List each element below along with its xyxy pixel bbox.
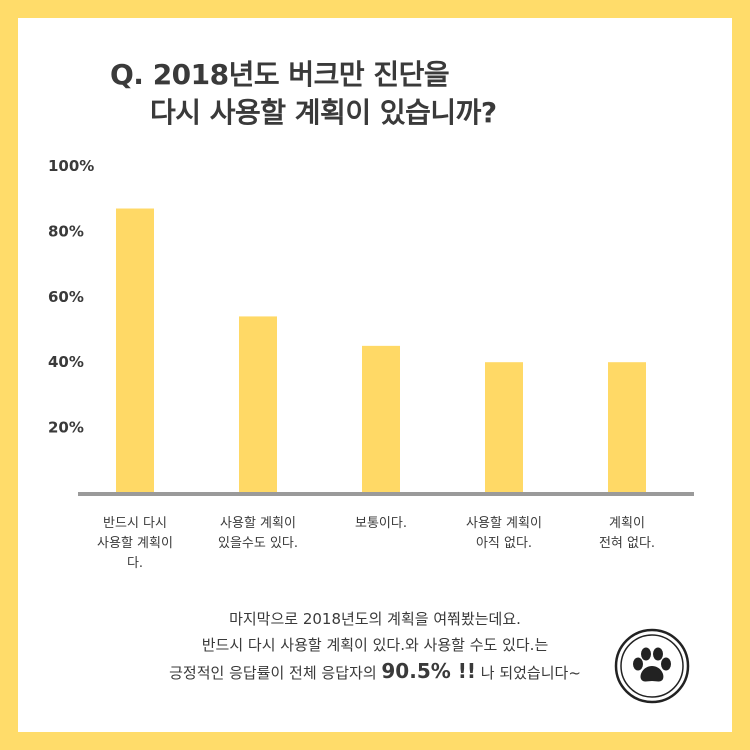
y-tick-label: 60% xyxy=(48,288,84,306)
bar xyxy=(485,362,523,493)
summary-line-3-post: 나 되었습니다~ xyxy=(475,664,581,682)
x-tick-label: 있을수도 있다. xyxy=(218,536,298,551)
summary-line-3-pre: 긍정적인 응답률이 전체 응답자의 xyxy=(169,664,382,682)
x-tick-label: 반드시 다시 xyxy=(103,516,167,531)
x-tick-label: 계획이 xyxy=(609,516,645,531)
page-title: Q. 2018년도 버크만 진단을 다시 사용할 계획이 있습니까? xyxy=(110,56,497,132)
x-tick-label: 사용할 계획이 xyxy=(97,536,173,551)
y-tick-label: 80% xyxy=(48,222,84,240)
title-line-2: 다시 사용할 계획이 있습니까? xyxy=(150,96,497,129)
paw-icon xyxy=(614,628,690,704)
y-tick-label: 20% xyxy=(48,419,84,437)
bar xyxy=(608,362,646,493)
content-card: Q. 2018년도 버크만 진단을 다시 사용할 계획이 있습니까? 20% 40… xyxy=(18,18,732,732)
x-tick-label: 보통이다. xyxy=(355,516,407,531)
x-tick-label: 사용할 계획이 xyxy=(466,516,542,531)
summary-line-3: 긍정적인 응답률이 전체 응답자의 90.5% !! 나 되었습니다~ xyxy=(18,658,732,686)
x-tick-label: 아직 없다. xyxy=(476,536,532,551)
summary-line-2: 반드시 다시 사용할 계획이 있다.와 사용할 수도 있다.는 xyxy=(201,636,549,654)
bar xyxy=(116,208,154,493)
title-line-1: Q. 2018년도 버크만 진단을 xyxy=(110,58,450,91)
x-tick-label: 전혀 없다. xyxy=(599,536,655,551)
bar xyxy=(362,345,400,493)
x-tick-label: 사용할 계획이 xyxy=(220,516,296,531)
summary-text: 마지막으로 2018년도의 계획을 여쭤봤는데요. 반드시 다시 사용할 계획이… xyxy=(18,606,732,686)
summary-line-1: 마지막으로 2018년도의 계획을 여쭤봤는데요. xyxy=(229,610,521,628)
x-tick-label: 다. xyxy=(127,556,143,571)
y-tick-label: 40% xyxy=(48,353,84,371)
y-tick-label: 100% xyxy=(48,157,94,175)
highlight-percentage: 90.5% !! xyxy=(381,659,476,683)
bar xyxy=(239,316,277,493)
